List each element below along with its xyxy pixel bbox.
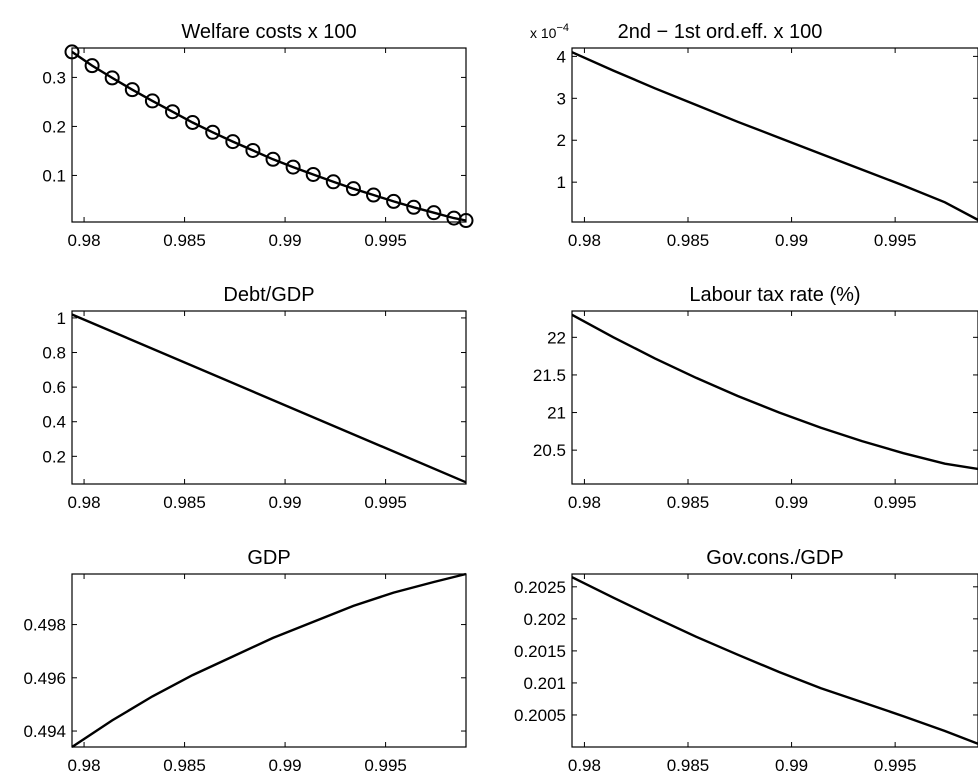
x-tick-label: 0.98 [568,756,601,773]
x-tick-label: 0.985 [667,756,710,773]
chart-title: Gov.cons./GDP [706,547,843,569]
data-point-marker [245,142,261,158]
series-line-1 [571,51,978,221]
y-tick-label: 22 [547,328,566,347]
data-point-marker [285,159,301,175]
data-point-marker [165,104,181,120]
subplot-6: Gov.cons./GDP 0.98 0.985 0.99 0.995 0.2005 0.2… [514,547,978,773]
subplot-2: 2nd − 1st ord.eff. x 100 x 10−4 0.98 0.985 0… [530,21,978,250]
x-tick-label: 0.985 [163,756,206,773]
data-point-marker [345,181,361,197]
x-tick-label: 0.99 [775,231,808,250]
y-tick-label: 0.2015 [514,642,566,661]
chart-title: 2nd − 1st ord.eff. x 100 [618,21,823,43]
y-tick-label: 0.496 [23,669,66,688]
x-tick-label: 0.99 [269,231,302,250]
data-point-marker [144,93,160,109]
data-point-marker [124,82,140,98]
y-tick-label: 0.202 [523,610,566,629]
y-tick-label: 21 [547,404,566,423]
data-point-marker [265,151,281,167]
x-tick-label: 0.98 [68,493,101,512]
series-line-1 [71,50,467,222]
y-tick-label: 0.6 [42,378,66,397]
x-tick-label: 0.995 [364,756,407,773]
series-line-1 [71,313,467,484]
axes-frame [571,47,978,223]
data-point-marker [325,174,341,190]
y-tick-label: 0.2005 [514,706,566,725]
x-tick-label: 0.995 [874,231,917,250]
y-tick-label: 1 [57,309,66,328]
subplot-3: Debt/GDP 0.98 0.985 0.99 0.995 0.2 0.4 0.6 0.8 1 [42,284,467,512]
subplot-1: Welfare costs x 100 0.98 0.985 0.99 0.995 0.1… [42,21,474,250]
x-tick-label: 0.98 [68,231,101,250]
subplot-5: GDP 0.98 0.985 0.99 0.995 0.494 0.496 0.498 [23,547,467,773]
y-exponent-superscript: −4 [556,22,569,34]
data-point-marker [458,213,474,229]
axes-frame [71,310,467,485]
y-exponent-prefix: x 10 [530,25,557,41]
axes-frame [571,310,978,485]
data-point-marker [366,187,382,203]
x-tick-label: 0.99 [775,756,808,773]
data-point-marker [104,70,120,86]
y-tick-label: 0.4 [42,413,66,432]
y-tick-label: 1 [557,173,566,192]
chart-title: Labour tax rate (%) [689,284,860,306]
series-line-1 [571,576,978,745]
y-tick-label: 20.5 [533,441,566,460]
y-tick-label: 0.498 [23,616,66,635]
data-point-marker [225,134,241,150]
data-point-marker [406,199,422,215]
data-point-marker [205,124,221,140]
data-point-marker [305,166,321,182]
x-tick-label: 0.995 [364,493,407,512]
chart-title: Welfare costs x 100 [181,21,356,43]
series-line-1 [571,313,978,471]
x-tick-label: 0.985 [163,231,206,250]
y-tick-label: 0.201 [523,674,566,693]
x-tick-label: 0.995 [364,231,407,250]
y-tick-label: 0.3 [42,68,66,87]
series-line-1 [71,572,467,749]
y-tick-label: 0.2 [42,117,66,136]
x-tick-label: 0.985 [163,493,206,512]
x-tick-label: 0.98 [568,493,601,512]
chart-title: GDP [247,547,290,569]
data-point-marker [64,44,80,60]
chart-title: Debt/GDP [223,284,314,306]
y-tick-label: 21.5 [533,366,566,385]
data-point-marker [386,193,402,209]
axes-frame [71,47,467,223]
data-point-marker [84,58,100,74]
x-tick-label: 0.98 [568,231,601,250]
x-tick-label: 0.985 [667,493,710,512]
axes-frame [571,573,978,748]
x-tick-label: 0.99 [775,493,808,512]
subplot-4: Labour tax rate (%) 0.98 0.985 0.99 0.995 20.… [533,284,978,512]
y-tick-label: 2 [557,131,566,150]
axes-frame [71,573,467,748]
y-tick-label: 0.2025 [514,578,566,597]
x-tick-label: 0.99 [269,493,302,512]
y-tick-label: 0.1 [42,166,66,185]
x-tick-label: 0.995 [874,493,917,512]
y-tick-label: 3 [557,89,566,108]
y-tick-label: 0.494 [23,722,66,741]
x-tick-label: 0.995 [874,756,917,773]
y-exponent-label: x 10−4 [530,22,569,41]
data-point-marker [185,115,201,131]
data-point-marker [426,205,442,221]
y-tick-label: 0.2 [42,447,66,466]
x-tick-label: 0.985 [667,231,710,250]
y-tick-label: 4 [557,47,566,66]
x-tick-label: 0.98 [68,756,101,773]
y-tick-label: 0.8 [42,344,66,363]
x-tick-label: 0.99 [269,756,302,773]
